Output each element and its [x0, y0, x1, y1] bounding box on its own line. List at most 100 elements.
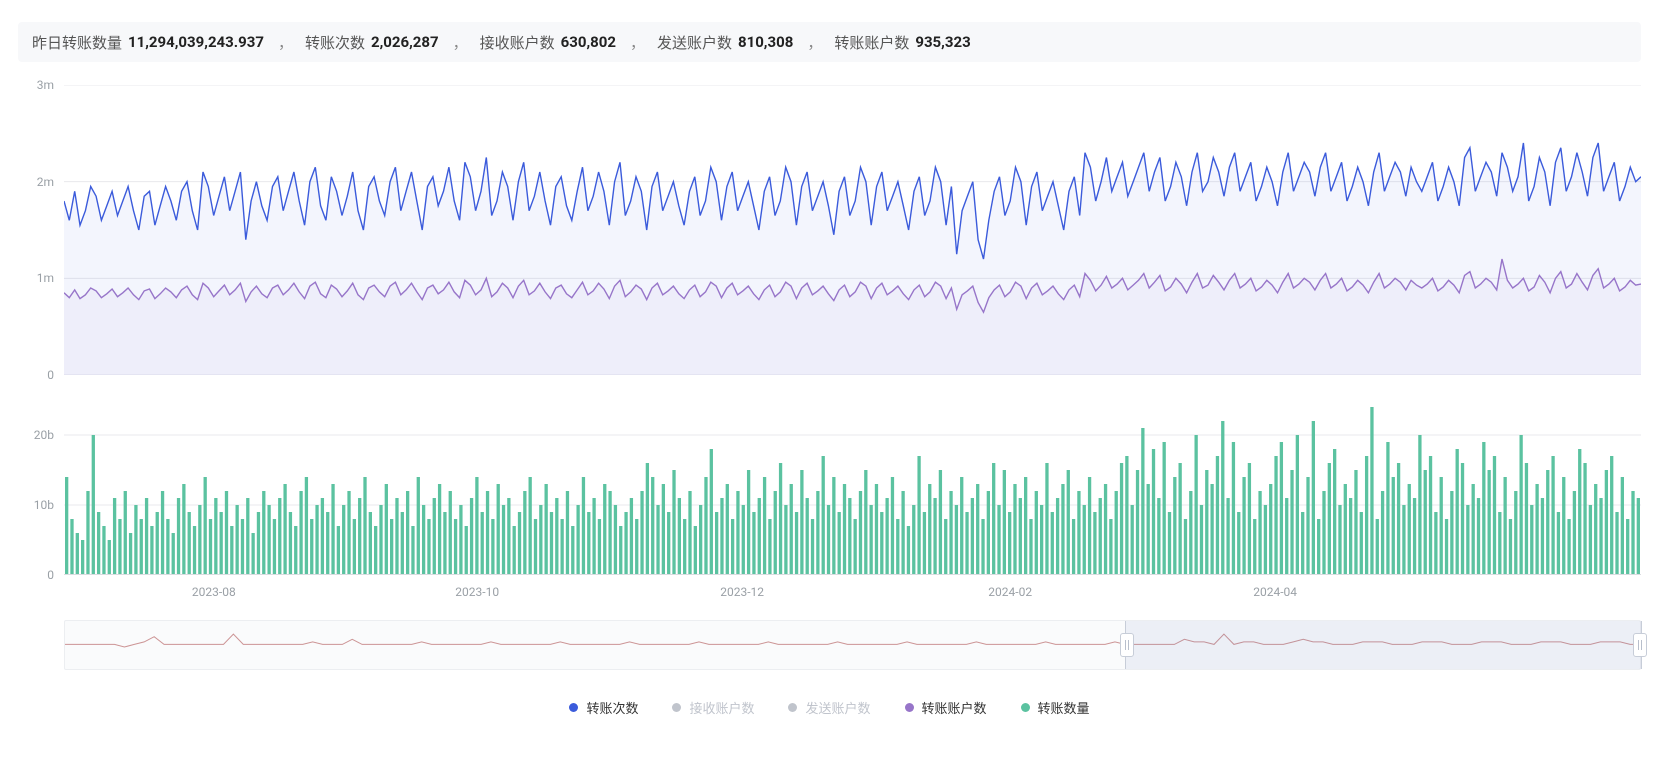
bar[interactable] — [630, 498, 633, 575]
bar[interactable] — [656, 505, 659, 575]
bar[interactable] — [704, 477, 707, 575]
bar[interactable] — [454, 519, 457, 575]
bar[interactable] — [683, 519, 686, 575]
bar[interactable] — [262, 491, 265, 575]
bar[interactable] — [193, 526, 196, 575]
bar[interactable] — [406, 491, 409, 575]
bar[interactable] — [1344, 484, 1347, 575]
bar[interactable] — [662, 484, 665, 575]
bar[interactable] — [939, 470, 942, 575]
bar[interactable] — [768, 519, 771, 575]
bar[interactable] — [422, 505, 425, 575]
bar[interactable] — [1402, 505, 1405, 575]
bar[interactable] — [315, 505, 318, 575]
bar[interactable] — [1072, 519, 1075, 575]
bar[interactable] — [752, 512, 755, 575]
bar[interactable] — [529, 477, 532, 575]
bar[interactable] — [1631, 491, 1634, 575]
bar[interactable] — [1258, 491, 1261, 575]
bar[interactable] — [1605, 470, 1608, 575]
bar[interactable] — [1477, 498, 1480, 575]
bar[interactable] — [1099, 498, 1102, 575]
bar[interactable] — [981, 519, 984, 575]
bar[interactable] — [1360, 512, 1363, 575]
bar[interactable] — [1376, 519, 1379, 575]
bar[interactable] — [1115, 491, 1118, 575]
bar[interactable] — [326, 512, 329, 575]
bar[interactable] — [395, 498, 398, 575]
bar[interactable] — [347, 491, 350, 575]
bar[interactable] — [198, 505, 201, 575]
bar[interactable] — [166, 519, 169, 575]
bar[interactable] — [896, 519, 899, 575]
bar[interactable] — [880, 512, 883, 575]
bar[interactable] — [1519, 435, 1522, 575]
bar[interactable] — [177, 498, 180, 575]
bottom-bar-chart[interactable] — [64, 400, 1641, 575]
bar[interactable] — [1381, 491, 1384, 575]
bar[interactable] — [1424, 470, 1427, 575]
bar[interactable] — [481, 512, 484, 575]
bar[interactable] — [949, 491, 952, 575]
bar[interactable] — [1269, 484, 1272, 575]
bar[interactable] — [1221, 421, 1224, 575]
bar[interactable] — [1242, 477, 1245, 575]
bar[interactable] — [236, 505, 239, 575]
bar[interactable] — [774, 491, 777, 575]
bar[interactable] — [1029, 519, 1032, 575]
bar[interactable] — [635, 519, 638, 575]
bar[interactable] — [337, 526, 340, 575]
bar[interactable] — [1008, 512, 1011, 575]
bar[interactable] — [1306, 477, 1309, 575]
bar[interactable] — [390, 519, 393, 575]
bar[interactable] — [1173, 477, 1176, 575]
bar[interactable] — [1456, 449, 1459, 575]
bar[interactable] — [118, 519, 121, 575]
legend-item[interactable]: 转账次数 — [569, 698, 638, 717]
bar[interactable] — [331, 484, 334, 575]
bar[interactable] — [310, 519, 313, 575]
bar[interactable] — [465, 526, 468, 575]
bar[interactable] — [1179, 463, 1182, 575]
bar[interactable] — [678, 498, 681, 575]
bar[interactable] — [299, 491, 302, 575]
bar[interactable] — [1147, 484, 1150, 575]
bar[interactable] — [204, 477, 207, 575]
bar[interactable] — [273, 519, 276, 575]
bar[interactable] — [1333, 449, 1336, 575]
bar[interactable] — [76, 533, 79, 575]
bar[interactable] — [1408, 484, 1411, 575]
bar[interactable] — [1578, 449, 1581, 575]
bar[interactable] — [870, 505, 873, 575]
bar[interactable] — [1189, 491, 1192, 575]
bar[interactable] — [1280, 442, 1283, 575]
bar[interactable] — [1535, 484, 1538, 575]
bar[interactable] — [1370, 407, 1373, 575]
bar[interactable] — [747, 470, 750, 575]
bar[interactable] — [1589, 505, 1592, 575]
bar[interactable] — [246, 498, 249, 575]
bar[interactable] — [1599, 498, 1602, 575]
bar[interactable] — [715, 512, 718, 575]
bar[interactable] — [134, 505, 137, 575]
bar[interactable] — [1056, 498, 1059, 575]
bar[interactable] — [1061, 484, 1064, 575]
bar[interactable] — [353, 519, 356, 575]
bar[interactable] — [1551, 456, 1554, 575]
bar[interactable] — [1109, 519, 1112, 575]
bar[interactable] — [1573, 491, 1576, 575]
bar[interactable] — [891, 477, 894, 575]
bar[interactable] — [113, 498, 116, 575]
bar[interactable] — [1322, 491, 1325, 575]
bar[interactable] — [267, 505, 270, 575]
bar[interactable] — [1131, 505, 1134, 575]
bar[interactable] — [534, 519, 537, 575]
bar[interactable] — [992, 463, 995, 575]
bar[interactable] — [1354, 470, 1357, 575]
bar[interactable] — [449, 491, 452, 575]
bar[interactable] — [513, 526, 516, 575]
bar[interactable] — [1440, 477, 1443, 575]
legend-item[interactable]: 发送账户数 — [788, 698, 870, 717]
bar[interactable] — [1088, 477, 1091, 575]
bar[interactable] — [379, 505, 382, 575]
